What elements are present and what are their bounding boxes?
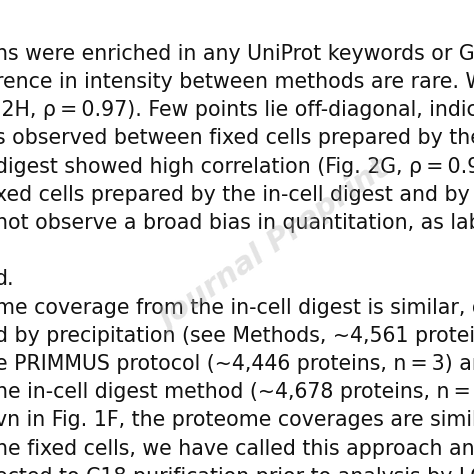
- Text: s observed between fixed cells prepared by the in-cell dige: s observed between fixed cells prepared …: [0, 128, 474, 148]
- Text: Journal Preprint: Journal Preprint: [155, 156, 395, 337]
- Text: digest showed high correlation (Fig. 2G, ρ = 0.96). Similar: digest showed high correlation (Fig. 2G,…: [0, 157, 474, 177]
- Text: me coverage from the in-cell digest is similar, or higher, th: me coverage from the in-cell digest is s…: [0, 298, 474, 318]
- Text: ected to C18 purification prior to analysis by LC-MS/MS. A: ected to C18 purification prior to analy…: [0, 467, 474, 474]
- Text: rence in intensity between methods are rare. We then tes: rence in intensity between methods are r…: [0, 72, 474, 92]
- Text: ns were enriched in any UniProt keywords or GO annota: ns were enriched in any UniProt keywords…: [0, 44, 474, 64]
- Text: d.: d.: [0, 269, 15, 290]
- Text: ne fixed cells, we have called this approach an ‘in-cell dige: ne fixed cells, we have called this appr…: [0, 439, 474, 459]
- Text: 2H, ρ = 0.97). Few points lie off-diagonal, indicating that: 2H, ρ = 0.97). Few points lie off-diagon…: [0, 100, 474, 120]
- Text: vn in Fig. 1F, the proteome coverages are similar for fixed: vn in Fig. 1F, the proteome coverages ar…: [0, 410, 474, 430]
- Text: e PRIMMUS protocol (~4,446 proteins, n = 3) and extract: e PRIMMUS protocol (~4,446 proteins, n =…: [0, 354, 474, 374]
- Text: not observe a broad bias in quantitation, as label free inte: not observe a broad bias in quantitation…: [0, 213, 474, 233]
- Text: he in-cell digest method (~4,678 proteins, n = 3), fixed sa: he in-cell digest method (~4,678 protein…: [0, 382, 474, 402]
- Text: d by precipitation (see Methods, ~4,561 proteins, n = 3). W: d by precipitation (see Methods, ~4,561 …: [0, 326, 474, 346]
- Text: xed cells prepared by the in-cell digest and by decrosslink: xed cells prepared by the in-cell digest…: [0, 185, 474, 205]
